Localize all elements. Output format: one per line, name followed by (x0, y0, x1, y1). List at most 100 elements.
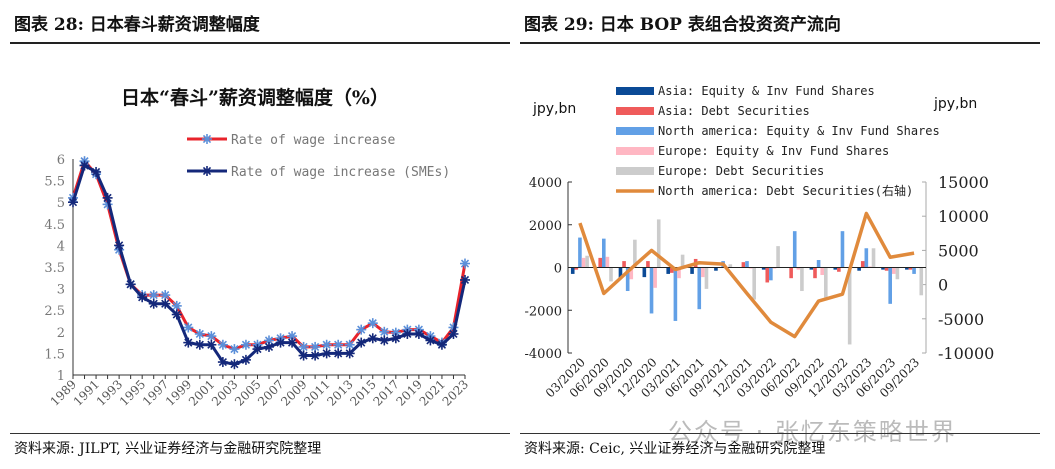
chart2-bar (813, 267, 817, 279)
chart1-x-tick: 2017 (370, 377, 401, 408)
chart1-point (322, 340, 331, 349)
chart2-bar (833, 267, 838, 270)
source-rule-left (10, 433, 510, 434)
chart2-bar (585, 255, 589, 268)
chart2-bar (581, 257, 586, 268)
figure-28-header: 图表 28: 日本春斗薪资调整幅度 (14, 15, 260, 35)
chart1-point (437, 340, 447, 349)
chart1-point (426, 336, 435, 345)
chart2-bar (697, 267, 702, 310)
chart1-y-tick: 2 (57, 326, 65, 341)
chart1-point (207, 340, 216, 349)
chart2-bar (642, 267, 647, 278)
chart1-x-tick: 1991 (71, 377, 102, 408)
chart2-bar (789, 267, 793, 279)
chart2-bar (860, 261, 865, 268)
chart2-bar (816, 260, 821, 268)
chart2-left-unit: jpy,bn (532, 101, 576, 117)
chart1-point (368, 334, 377, 343)
chart2-bar (629, 267, 634, 280)
chart1-point (195, 329, 204, 339)
chart2-bar (677, 267, 681, 279)
chart1-point (414, 329, 423, 339)
chart2-bar (765, 267, 770, 283)
chart2-bar (912, 267, 916, 274)
source-right: 资料来源: Ceic, 兴业证券经济与金融研究院整理 (524, 441, 826, 457)
chart1-point (149, 290, 158, 300)
chart2-bar (704, 267, 709, 289)
chart1-point (380, 327, 389, 336)
chart1-y-tick: 2.5 (44, 304, 65, 319)
chart1-point (345, 349, 354, 358)
chart2-right-tick: 0 (938, 276, 948, 295)
chart1-point (460, 275, 470, 285)
chart2-bar (673, 267, 678, 321)
chart2-left-tick: -4000 (525, 347, 562, 362)
chart1-point (357, 325, 366, 334)
chart1-point (334, 349, 343, 358)
chart1-x-tick: 2005 (232, 377, 263, 408)
chart1-point (126, 280, 135, 289)
figure-29-header: 图表 29: 日本 BOP 表组合投资资产流向 (524, 15, 841, 35)
chart1-point (334, 340, 343, 349)
chart2-bar (809, 267, 814, 270)
chart1-x-tick: 2009 (278, 377, 309, 408)
chart2-left-tick: -2000 (525, 304, 562, 319)
source-left: 资料来源: JILPT, 兴业证券经济与金融研究院整理 (14, 441, 322, 457)
chart1-y-tick: 5.5 (44, 175, 65, 190)
chart1-x-tick: 2011 (301, 377, 332, 408)
chart1-y-tick: 3.5 (44, 261, 65, 276)
chart2-bar (609, 267, 613, 282)
chart1-y-tick: 4 (57, 239, 65, 254)
chart1-point (287, 338, 297, 347)
chart2-legend-label: North america: Equity & Inv Fund Shares (658, 124, 940, 138)
chart1-title: 日本“春斗”薪资调整幅度（%） (121, 86, 389, 109)
watermark: 公众号 · 张忆东策略世界 (668, 418, 957, 446)
chart2-bar (680, 254, 685, 268)
chart2-bar (622, 261, 626, 268)
chart2-bar (792, 231, 797, 268)
chart2-bar (840, 231, 845, 268)
chart1-y-tick: 3 (57, 283, 65, 298)
chart1-x-tick: 1995 (117, 377, 148, 408)
chart2-line-series (578, 211, 915, 339)
chart2-bar (871, 248, 876, 268)
chart1-point (380, 336, 389, 345)
chart1-point (299, 342, 308, 352)
chart1-x-tick: 2015 (347, 377, 378, 408)
chart2-bar (772, 267, 777, 269)
chart1-legend-label: Rate of wage increase (SMEs) (231, 165, 450, 180)
chart2-bar (824, 267, 828, 298)
chart2-bar (752, 267, 756, 300)
chart2-bar (570, 267, 575, 274)
chart2-bar (748, 267, 753, 269)
chart1-point (207, 332, 216, 341)
chart2-right-tick: 15000 (938, 173, 989, 192)
chart1-point (276, 338, 285, 347)
chart1-x-tick: 2007 (255, 377, 286, 408)
chart1-point (357, 338, 366, 347)
header-rule-left (10, 42, 510, 44)
chart1-point (184, 338, 193, 347)
chart1-point (115, 241, 124, 250)
chart1-x-tick: 2013 (324, 377, 355, 408)
chart2-bar (605, 256, 610, 268)
chart2-bar (625, 267, 630, 292)
chart2-bar (892, 267, 896, 274)
chart1-point (230, 344, 239, 354)
chart1-point (195, 340, 204, 349)
chart1-y-tick: 1 (57, 369, 65, 384)
chart2-bar (646, 261, 650, 268)
chart1-x-tick: 2021 (417, 377, 448, 408)
chart2-right-tick: -10000 (938, 344, 994, 363)
chart1-point (172, 301, 181, 310)
chart2-bar (618, 267, 623, 279)
chart2-bar (602, 238, 606, 268)
chart2-bar (745, 261, 749, 268)
source-rule-right (520, 433, 1040, 434)
chart1-point (449, 329, 458, 339)
chart1-point (184, 323, 193, 332)
chart2-bar (857, 267, 861, 271)
